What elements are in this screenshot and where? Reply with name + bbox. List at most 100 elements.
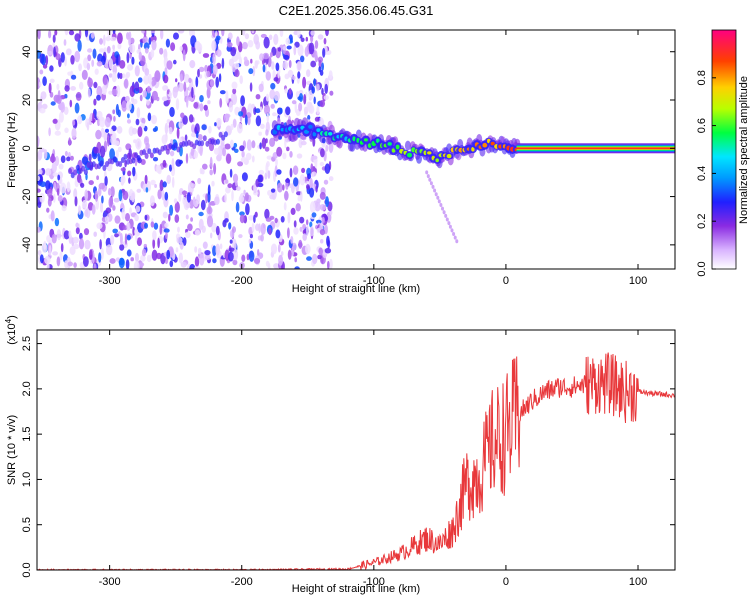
noise-blob — [72, 119, 76, 126]
noise-blob — [299, 216, 305, 224]
noise-blob — [228, 247, 235, 252]
signal-tail — [431, 184, 435, 189]
noise-blob — [215, 76, 219, 88]
noise-blob — [295, 203, 301, 212]
noise-blob — [184, 73, 190, 83]
noise-blob — [298, 93, 304, 102]
noise-blob — [94, 190, 99, 202]
noise-blob — [202, 163, 208, 170]
noise-blob — [253, 34, 259, 45]
noise-blob — [134, 65, 140, 77]
noise-blob — [69, 246, 76, 256]
noise-blob — [146, 254, 152, 263]
signal-halo — [416, 153, 422, 164]
noise-blob — [251, 30, 255, 34]
noise-blob — [259, 53, 264, 61]
noise-blob — [260, 123, 265, 129]
noise-blob — [294, 266, 300, 269]
noise-blob — [130, 257, 134, 262]
noise-blob — [282, 152, 287, 160]
noise-blob — [60, 155, 66, 163]
noise-blob — [323, 37, 327, 45]
noise-blob — [240, 156, 247, 163]
noise-blob — [294, 257, 298, 263]
x-tick-label: -200 — [231, 576, 253, 588]
noise-blob — [286, 146, 290, 152]
noise-blob — [236, 36, 240, 47]
noise-blob — [79, 81, 84, 90]
x-tick-label: 100 — [629, 275, 647, 287]
noise-streak — [200, 140, 205, 147]
noise-blob — [329, 258, 333, 269]
noise-blob — [151, 39, 157, 51]
noise-blob — [231, 81, 238, 90]
noise-blob — [278, 254, 284, 266]
noise-blob — [71, 74, 77, 80]
noise-blob — [110, 234, 115, 246]
noise-blob — [120, 175, 126, 184]
noise-blob — [152, 157, 159, 162]
noise-blob — [96, 61, 103, 67]
noise-blob — [97, 187, 102, 197]
noise-blob — [311, 212, 317, 218]
noise-blob — [277, 244, 281, 253]
noise-blob — [128, 177, 131, 184]
noise-blob — [97, 53, 103, 63]
noise-blob — [322, 47, 326, 58]
snr-x-ticks: -300 -200 -100 0 100 — [99, 330, 647, 588]
noise-blob — [94, 68, 99, 75]
noise-blob — [264, 208, 270, 220]
noise-blob — [238, 111, 244, 117]
noise-blob — [101, 195, 104, 204]
noise-blob — [311, 155, 318, 160]
noise-blob — [312, 253, 318, 265]
noise-blob — [93, 263, 97, 269]
signal-tail — [441, 206, 444, 211]
noise-blob — [63, 230, 70, 240]
noise-blob — [129, 85, 136, 98]
noise-blob — [137, 77, 143, 83]
noise-blob — [314, 116, 320, 122]
noise-blob — [87, 88, 91, 98]
noise-blob — [247, 40, 254, 48]
noise-blob — [186, 192, 191, 203]
noise-blob — [175, 247, 179, 253]
noise-blob — [140, 159, 146, 165]
noise-blob — [173, 32, 179, 40]
noise-blob — [97, 118, 101, 127]
noise-blob — [227, 32, 233, 40]
noise-blob — [60, 243, 64, 253]
x-tick-label: 0 — [503, 275, 509, 287]
noise-blob — [86, 121, 90, 131]
noise-blob — [207, 184, 211, 195]
signal-blob-core — [328, 132, 333, 136]
noise-blob — [269, 89, 276, 100]
noise-blob — [181, 190, 188, 195]
noise-blob — [201, 168, 205, 175]
noise-blob — [136, 188, 142, 193]
noise-blob — [100, 247, 104, 260]
noise-blob — [183, 81, 187, 92]
noise-blob — [185, 214, 189, 220]
noise-blob — [241, 150, 245, 158]
noise-blob — [207, 100, 211, 105]
noise-blob — [225, 153, 232, 164]
noise-blob — [128, 35, 132, 46]
noise-blob — [260, 223, 266, 235]
noise-blob — [202, 53, 210, 58]
noise-blob — [154, 126, 158, 132]
noise-blob — [49, 155, 56, 163]
noise-blob — [117, 146, 122, 153]
noise-blob — [179, 45, 183, 52]
noise-blob — [258, 83, 264, 93]
colorbar-label: Normalized spectral amplitude — [738, 76, 750, 224]
colorbar: 0.0 0.2 0.4 0.6 0.8 Normalized spectral ampl… — [696, 29, 750, 277]
noise-blob — [127, 64, 134, 71]
noise-blob — [96, 222, 103, 230]
noise-blob — [206, 87, 211, 99]
noise-blob — [99, 116, 106, 128]
noise-blob — [144, 222, 148, 229]
noise-blob — [44, 256, 51, 265]
noise-blob — [162, 181, 167, 188]
